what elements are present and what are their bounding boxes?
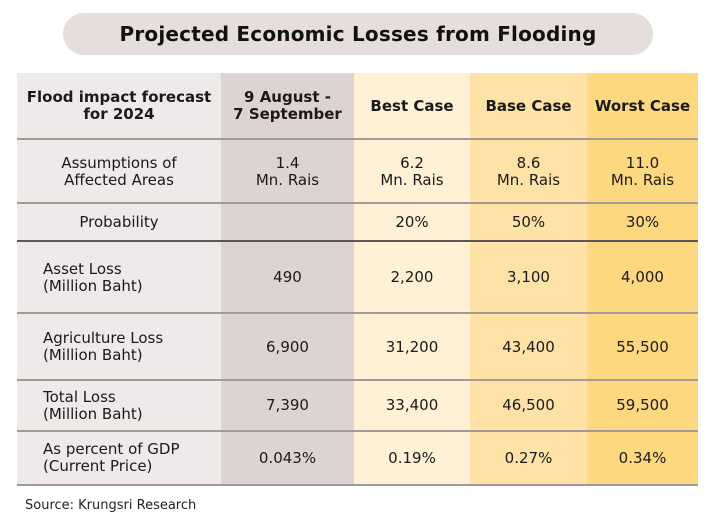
header-actual-period: 9 August - 7 September (233, 88, 342, 123)
table-row: Total Loss (Million Baht) 7,390 33,400 4… (17, 381, 698, 430)
cell-actual: 0.043% (258, 448, 317, 467)
cell-best: 2,200 (390, 268, 434, 286)
row-label: Assumptions of Affected Areas (61, 153, 177, 189)
table-bottom-border (17, 484, 698, 486)
best-case-column-bg (354, 73, 470, 486)
worst-case-column-bg (587, 73, 698, 486)
divider (17, 312, 698, 314)
row-label: As percent of GDP (Current Price) (43, 440, 180, 475)
source-note: Source: Krungsri Research (25, 498, 197, 513)
cell-base: 3,100 (507, 268, 550, 286)
table-row: Agriculture Loss (Million Baht) 6,900 31… (17, 314, 698, 380)
row-label: Agriculture Loss (Million Baht) (43, 329, 164, 364)
cell-best: 0.19% (388, 448, 436, 467)
table-header-row: Flood impact forecast for 2024 9 August … (17, 73, 698, 139)
cell-base: 43,400 (502, 337, 555, 356)
table-row: As percent of GDP (Current Price) 0.043%… (17, 432, 698, 484)
cell-base: 0.27% (504, 448, 553, 467)
cell-actual: 6,900 (266, 337, 309, 356)
divider (17, 240, 698, 242)
divider (17, 379, 698, 381)
cell-actual: 1.4 Mn. Rais (255, 153, 320, 189)
row-label: Asset Loss (Million Baht) (43, 259, 143, 295)
base-case-column-bg (470, 73, 587, 486)
table-row: Assumptions of Affected Areas 1.4 Mn. Ra… (17, 140, 698, 203)
cell-best: 33,400 (385, 396, 439, 414)
actual-column-bg (221, 73, 354, 486)
cell-actual: 490 (273, 268, 302, 286)
cell-best: 6.2 Mn. Rais (380, 153, 444, 189)
cell-worst: 55,500 (616, 337, 669, 356)
cell-worst: 30% (625, 213, 660, 231)
divider (17, 430, 698, 432)
header-base-case: Base Case (485, 96, 572, 115)
header-forecast: Flood impact forecast for 2024 (26, 88, 212, 123)
header-best-case: Best Case (370, 96, 454, 115)
row-label: Probability (79, 213, 159, 231)
table-row: Asset Loss (Million Baht) 490 2,200 3,10… (17, 242, 698, 313)
cell-base: 50% (511, 213, 546, 231)
label-column-bg (17, 73, 221, 486)
cell-best: 31,200 (385, 337, 439, 356)
cell-actual (221, 204, 354, 241)
divider (17, 202, 698, 204)
cell-worst: 11.0 Mn. Rais (610, 153, 675, 189)
header-worst-case: Worst Case (594, 96, 691, 115)
cell-base: 46,500 (502, 396, 555, 414)
flood-loss-table: Flood impact forecast for 2024 9 August … (17, 73, 698, 486)
cell-worst: 4,000 (621, 268, 664, 286)
cell-actual: 7,390 (266, 396, 309, 414)
cell-base: 8.6 Mn. Rais (496, 153, 561, 189)
cell-best: 20% (395, 213, 429, 231)
divider (17, 138, 698, 140)
table-row: Probability 20% 50% 30% (17, 204, 698, 241)
cell-worst: 59,500 (616, 396, 669, 414)
cell-worst: 0.34% (618, 448, 667, 467)
page-title: Projected Economic Losses from Flooding (63, 13, 653, 55)
row-label: Total Loss (Million Baht) (43, 387, 143, 423)
